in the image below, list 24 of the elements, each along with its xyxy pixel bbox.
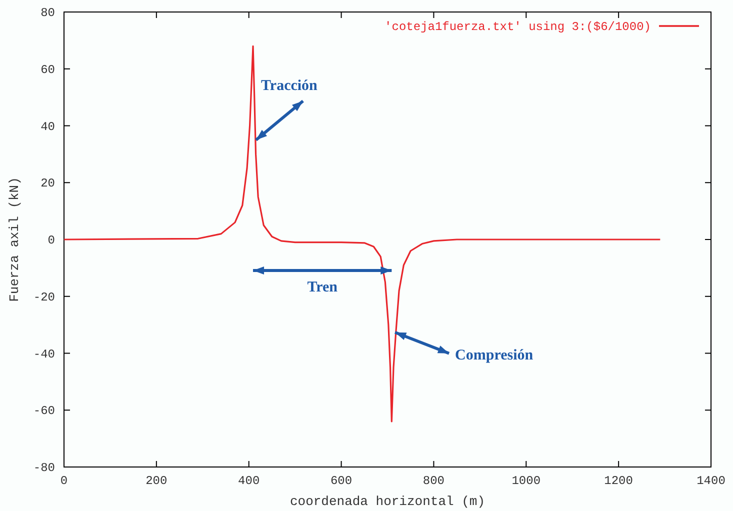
y-tick-label: -60 [33, 404, 55, 418]
legend-label: 'coteja1fuerza.txt' using 3:($6/1000) [384, 20, 651, 34]
y-tick-label: -80 [33, 461, 55, 475]
x-tick-label: 1400 [696, 474, 726, 488]
x-tick-label: 0 [60, 474, 68, 488]
x-tick-label: 1000 [512, 474, 541, 488]
y-tick-label: 40 [40, 120, 55, 134]
x-tick-label: 1200 [604, 474, 633, 488]
x-tick-label: 600 [330, 474, 352, 488]
y-tick-label: 20 [40, 176, 55, 191]
y-tick-label: 80 [40, 6, 55, 20]
y-tick-label: 0 [48, 234, 55, 248]
y-tick-label: 60 [40, 62, 55, 77]
annotation: Tracción [261, 78, 318, 94]
x-tick-label: 200 [146, 474, 168, 488]
x-tick-label: 800 [422, 474, 445, 488]
y-tick-label: -40 [33, 347, 55, 362]
x-axis-title: coordenada horizontal (m) [290, 494, 486, 509]
y-tick-label: -20 [33, 290, 55, 304]
annotation: Compresión [455, 347, 534, 364]
x-tick-label: 400 [238, 474, 260, 488]
line-series [63, 45, 661, 422]
y-axis-title: Fuerza axil (kN) [7, 177, 22, 302]
annotation: Tren [307, 280, 338, 296]
